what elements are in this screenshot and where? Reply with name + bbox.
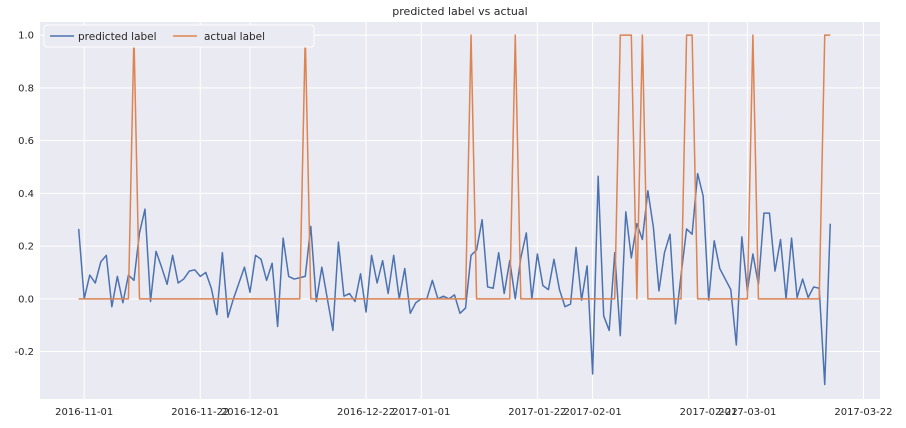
y-tick-label: 1.0: [18, 31, 34, 42]
y-tick-label: 0.0: [18, 294, 34, 305]
x-tick-label: 2017-01-01: [392, 407, 450, 418]
x-tick-label: 2016-11-01: [55, 407, 113, 418]
x-tick-label: 2017-02-01: [564, 407, 622, 418]
y-tick-label: 0.6: [18, 136, 34, 147]
legend-label: actual label: [204, 31, 265, 43]
y-tick-label: 0.8: [18, 83, 34, 94]
y-tick-label: 0.4: [18, 189, 34, 200]
x-tick-label: 2017-03-22: [834, 407, 892, 418]
x-tick-label: 2017-03-01: [718, 407, 776, 418]
x-tick-label: 2016-12-01: [221, 407, 279, 418]
y-tick-label: 0.2: [18, 242, 34, 253]
chart-title: predicted label vs actual: [392, 5, 527, 18]
legend: predicted label actual label: [44, 25, 314, 47]
legend-label: predicted label: [78, 31, 157, 43]
y-tick-label: -0.2: [14, 347, 34, 358]
x-tick-label: 2017-01-22: [508, 407, 566, 418]
x-tick-label: 2016-12-22: [337, 407, 395, 418]
